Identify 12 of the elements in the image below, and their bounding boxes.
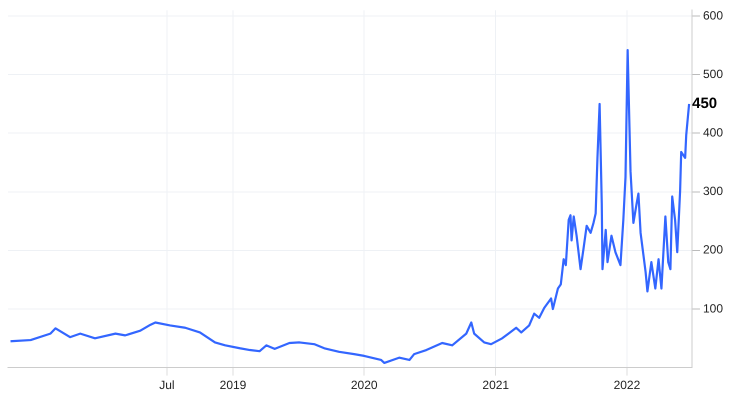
y-tick-label: 500 bbox=[702, 66, 724, 81]
y-tick-label: 100 bbox=[702, 301, 724, 316]
annotation: 450 bbox=[692, 95, 718, 112]
x-tick-label: Jul bbox=[159, 378, 175, 392]
y-tick-label: 400 bbox=[702, 126, 724, 140]
y-tick-label: 200 bbox=[702, 242, 724, 257]
y-tick-label: 300 bbox=[702, 184, 724, 198]
x-tick-label: 2019 bbox=[220, 378, 247, 392]
y-tick-label: 600 bbox=[702, 8, 724, 22]
x-tick-label: 2021 bbox=[482, 378, 510, 392]
x-tick-label: 2022 bbox=[614, 378, 641, 392]
x-tick-label: 2020 bbox=[350, 378, 378, 392]
